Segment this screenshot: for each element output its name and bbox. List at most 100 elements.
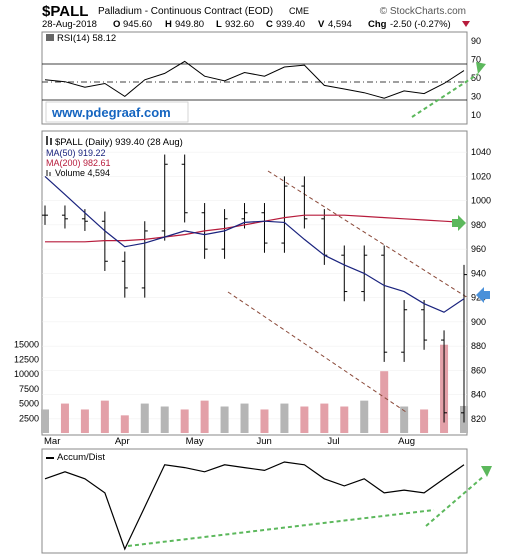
price-bar [121,251,128,298]
rsi-title-text: RSI(14) 58.12 [57,33,116,44]
volume-tick-label: 15000 [14,340,39,350]
close-label: C [266,19,273,30]
rsi-icon [46,34,54,41]
change-down-icon [462,21,470,27]
volume-bar [240,403,249,433]
month-axis: Mar Apr May Jun Jul Aug [44,436,415,447]
volume-value: 4,594 [328,19,352,30]
ad-panel: Accum/Dist [41,448,492,554]
rsi-arrow-icon [476,62,486,74]
month-label: May [186,436,204,447]
ma50-line [44,175,465,313]
price-bar [42,205,48,225]
price-tick-label: 960 [471,244,486,254]
price-tick-label: 860 [471,365,486,375]
price-panel: 104010201000980960940920900880860840820 … [14,130,491,447]
volume-bar [100,400,109,433]
price-tick-label: 880 [471,341,486,351]
ma200-arrow-icon [452,215,466,231]
price-tick-label: 980 [471,220,486,230]
price-legend: $PALL (Daily) 939.40 (28 Aug) MA(50) 919… [46,136,183,178]
price-bar [261,203,268,253]
exchange: CME [289,6,309,16]
price-tick-label: 1020 [471,171,491,181]
price-tick-label: 1040 [471,147,491,157]
low-value: 932.60 [225,19,254,30]
ad-title: Accum/Dist [57,452,105,463]
lower-trendline [227,291,407,413]
price-bar [301,176,308,229]
watermark: www.pdegraaf.com [51,105,171,120]
price-tick-label: 820 [471,414,486,424]
ad-arrow [425,475,485,527]
price-bar [341,245,348,302]
volume-bar [320,403,329,433]
volume-bar [60,403,69,433]
ma200-line [45,214,465,243]
volume-bar [140,403,149,433]
open-label: O [113,19,120,30]
month-label: Jul [327,436,339,447]
volume-tick-label: 7500 [19,384,39,394]
symbol: $PALL [42,3,88,20]
rsi-tick-label: 90 [471,36,481,46]
price-bar [61,205,68,229]
legend-volume: Volume 4,594 [55,168,110,178]
volume-bar [300,406,309,433]
price-frame [41,130,468,436]
upper-trendline [267,170,469,299]
price-tick-label: 840 [471,390,486,400]
price-tick-label: 920 [471,293,486,303]
volume-bar [220,406,229,433]
price-bar [141,221,148,298]
high-value: 949.80 [175,19,204,30]
price-bar [401,300,408,362]
ma50-arrow-icon [476,287,490,303]
volume-bar [41,409,49,433]
ad-frame [41,448,468,554]
watermark-box [45,101,189,123]
price-tick-label: 1000 [471,196,491,206]
volume-label: V [318,19,325,30]
price-title: $PALL (Daily) 939.40 (28 Aug) [55,137,183,148]
volume-bar [260,409,269,433]
volume-icon [46,170,51,176]
rsi-arrow [411,73,479,118]
rsi-title: RSI(14) 58.12 [46,33,116,44]
legend-ma50: MA(50) 919.22 [46,148,106,158]
price-grid [42,151,467,420]
price-bar [461,264,467,423]
volume-bar [340,406,349,433]
rsi-tick-label: 50 [471,73,481,83]
volume-tick-label: 10000 [14,369,39,379]
price-bar [101,211,108,271]
volume-bar [160,406,169,433]
rsi-tick-label: 30 [471,91,481,101]
price-bar [281,176,288,253]
price-tick-label: 900 [471,317,486,327]
volume-bar [380,371,389,433]
price-bar [161,154,168,241]
month-label: Jun [257,436,272,447]
price-bar [181,154,188,223]
price-tick-label: 940 [471,268,486,278]
volume-bar [80,409,89,433]
volume-tick-label: 12500 [14,354,39,364]
price-bar [221,209,228,259]
volume-bar [200,400,209,433]
rsi-tick-label: 10 [471,110,481,120]
price-bar [241,203,248,229]
volume-bar [120,415,129,433]
low-label: L [216,19,222,30]
change-value: -2.50 (-0.27%) [390,19,451,30]
price-bar [421,300,428,350]
ad-support-trendline [127,509,435,547]
rsi-axis: 90 70 50 30 10 [471,36,481,120]
price-icon [46,136,52,145]
volume-tick-label: 5000 [19,399,39,409]
month-label: Aug [398,436,415,447]
change-label: Chg [368,19,387,30]
rsi-panel: RSI(14) 58.12 90 70 50 30 10 www.pdegraaf.co… [41,31,486,125]
month-label: Mar [44,436,60,447]
